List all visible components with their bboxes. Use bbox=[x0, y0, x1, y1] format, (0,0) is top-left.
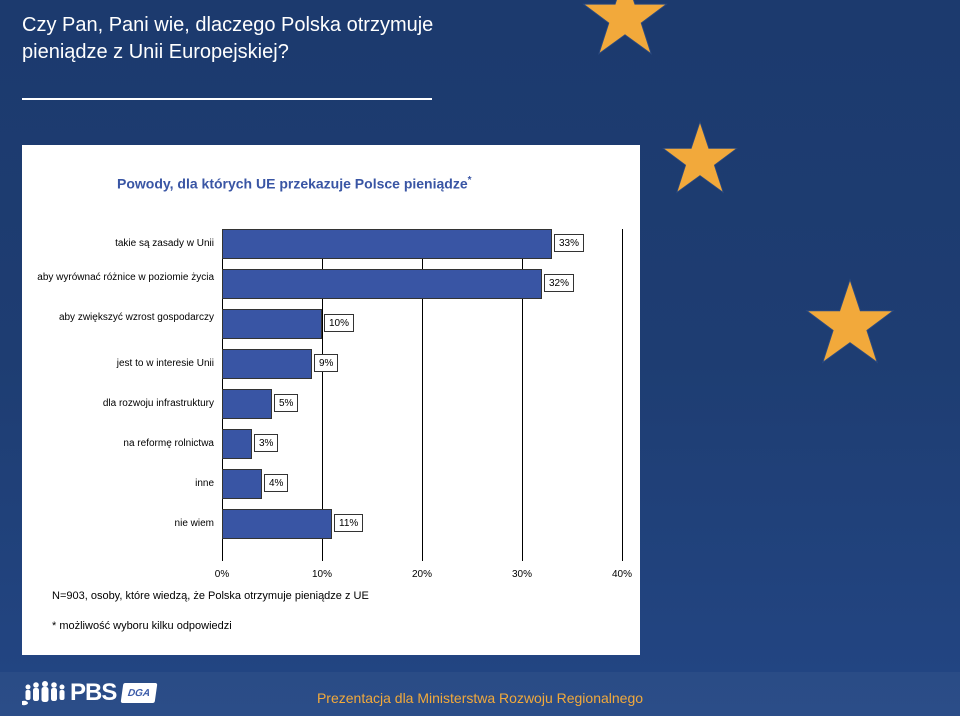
bar bbox=[222, 349, 312, 379]
bar-value-label: 10% bbox=[324, 314, 354, 332]
star-icon bbox=[803, 275, 897, 369]
category-label: jest to w interesie Unii bbox=[34, 358, 214, 370]
bar bbox=[222, 229, 552, 259]
bar-row: 33% bbox=[222, 229, 622, 259]
category-label: inne bbox=[34, 478, 214, 490]
chart-gridline bbox=[622, 229, 623, 561]
bar-value-label: 32% bbox=[544, 274, 574, 292]
x-tick-label: 40% bbox=[612, 569, 632, 580]
bar bbox=[222, 389, 272, 419]
bar-value-label: 3% bbox=[254, 434, 278, 452]
category-label: aby zwiększyć wzrost gospodarczy bbox=[34, 312, 214, 324]
bar-row: 32% bbox=[222, 269, 622, 299]
x-tick-label: 20% bbox=[412, 569, 432, 580]
chart-panel: Powody, dla których UE przekazuje Polsce… bbox=[22, 145, 640, 655]
slide-title: Czy Pan, Pani wie, dlaczego Polska otrzy… bbox=[22, 12, 452, 66]
x-tick-label: 0% bbox=[215, 569, 229, 580]
category-label: dla rozwoju infrastruktury bbox=[34, 398, 214, 410]
bar bbox=[222, 309, 322, 339]
category-label: nie wiem bbox=[34, 518, 214, 530]
footer-bar: PBS DGA Prezentacja dla Ministerstwa Roz… bbox=[0, 672, 960, 716]
chart-footnote-n: N=903, osoby, które wiedzą, że Polska ot… bbox=[52, 590, 369, 602]
category-label: takie są zasady w Unii bbox=[34, 238, 214, 250]
bar-row: 4% bbox=[222, 469, 622, 499]
category-label: na reformę rolnictwa bbox=[34, 438, 214, 450]
bar bbox=[222, 269, 542, 299]
x-tick-label: 30% bbox=[512, 569, 532, 580]
x-tick-label: 10% bbox=[312, 569, 332, 580]
bar-row: 10% bbox=[222, 309, 622, 339]
footer-text: Prezentacja dla Ministerstwa Rozwoju Reg… bbox=[0, 690, 960, 706]
slide: Czy Pan, Pani wie, dlaczego Polska otrzy… bbox=[0, 0, 960, 716]
bar bbox=[222, 509, 332, 539]
bar-value-label: 4% bbox=[264, 474, 288, 492]
bar-value-label: 9% bbox=[314, 354, 338, 372]
bar-row: 5% bbox=[222, 389, 622, 419]
bar-value-label: 11% bbox=[334, 514, 363, 532]
star-icon bbox=[580, 0, 670, 60]
title-underline bbox=[22, 98, 432, 100]
chart-plot-area: 0%10%20%30%40%33%takie są zasady w Unii3… bbox=[222, 229, 622, 561]
bar-row: 3% bbox=[222, 429, 622, 459]
category-label: aby wyrównać różnice w poziomie życia bbox=[34, 272, 214, 284]
bar-value-label: 33% bbox=[554, 234, 584, 252]
bar-row: 11% bbox=[222, 509, 622, 539]
chart-title-asterisk: * bbox=[468, 175, 472, 186]
chart-title-text: Powody, dla których UE przekazuje Polsce… bbox=[117, 176, 468, 192]
bar-value-label: 5% bbox=[274, 394, 298, 412]
bar-row: 9% bbox=[222, 349, 622, 379]
bar bbox=[222, 469, 262, 499]
star-icon bbox=[660, 118, 740, 198]
chart-footnote-asterisk: * możliwość wyboru kilku odpowiedzi bbox=[52, 620, 232, 632]
bar bbox=[222, 429, 252, 459]
chart-title: Powody, dla których UE przekazuje Polsce… bbox=[117, 175, 472, 192]
